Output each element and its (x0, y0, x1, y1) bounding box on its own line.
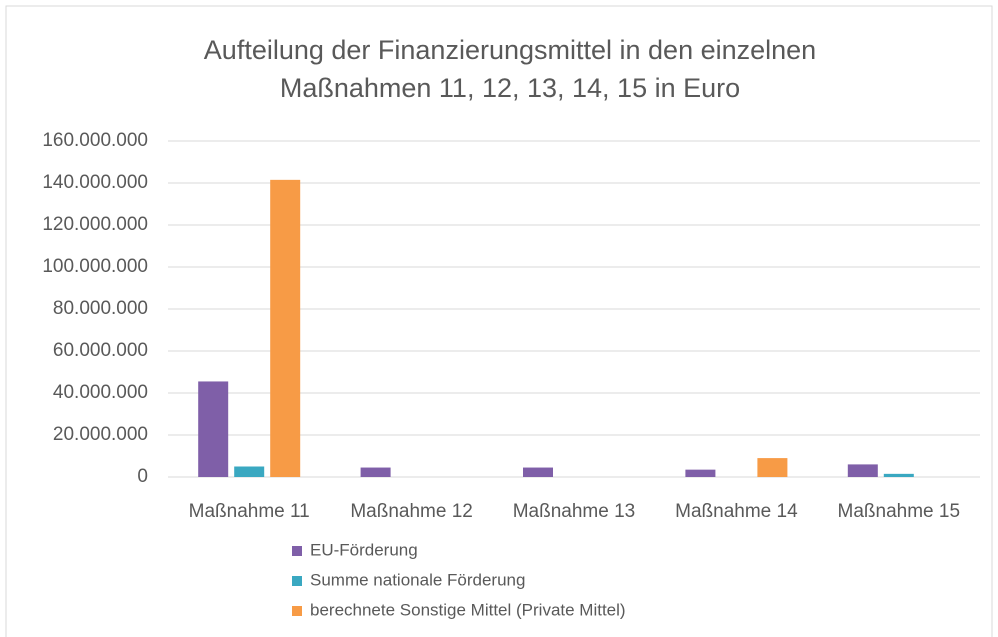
chart-border (5, 5, 993, 637)
x-tick-label: Maßnahme 11 (189, 501, 310, 522)
chart-title: Maßnahmen 11, 12, 13, 14, 15 in Euro (280, 73, 740, 103)
y-tick-label: 80.000.000 (53, 298, 148, 319)
legend-label: EU-Förderung (310, 540, 418, 559)
y-tick-label: 60.000.000 (53, 340, 148, 361)
y-tick-label: 140.000.000 (42, 172, 148, 193)
x-tick-label: Maßnahme 12 (350, 501, 473, 522)
legend-label: Summe nationale Förderung (310, 570, 525, 589)
chart-title: Aufteilung der Finanzierungsmittel in de… (204, 35, 816, 65)
y-tick-label: 20.000.000 (53, 424, 148, 445)
y-tick-label: 0 (137, 466, 148, 487)
bar (234, 466, 265, 477)
bar (523, 467, 553, 477)
bar (198, 381, 229, 477)
bar (685, 469, 716, 477)
legend-swatch (292, 546, 302, 556)
bar (883, 473, 914, 477)
bar (360, 467, 391, 477)
x-tick-label: Maßnahme 13 (513, 501, 636, 522)
x-tick-label: Maßnahme 15 (838, 501, 961, 522)
bar (270, 179, 301, 477)
x-tick-label: Maßnahme 14 (675, 501, 798, 522)
legend-swatch (292, 606, 302, 616)
y-tick-label: 40.000.000 (53, 382, 148, 403)
bar (757, 458, 788, 477)
y-tick-label: 160.000.000 (42, 130, 148, 151)
y-tick-label: 100.000.000 (42, 256, 148, 277)
legend-label: berechnete Sonstige Mittel (Private Mitt… (310, 600, 626, 619)
bar (847, 464, 878, 477)
legend-swatch (292, 576, 302, 586)
y-tick-label: 120.000.000 (42, 214, 148, 235)
